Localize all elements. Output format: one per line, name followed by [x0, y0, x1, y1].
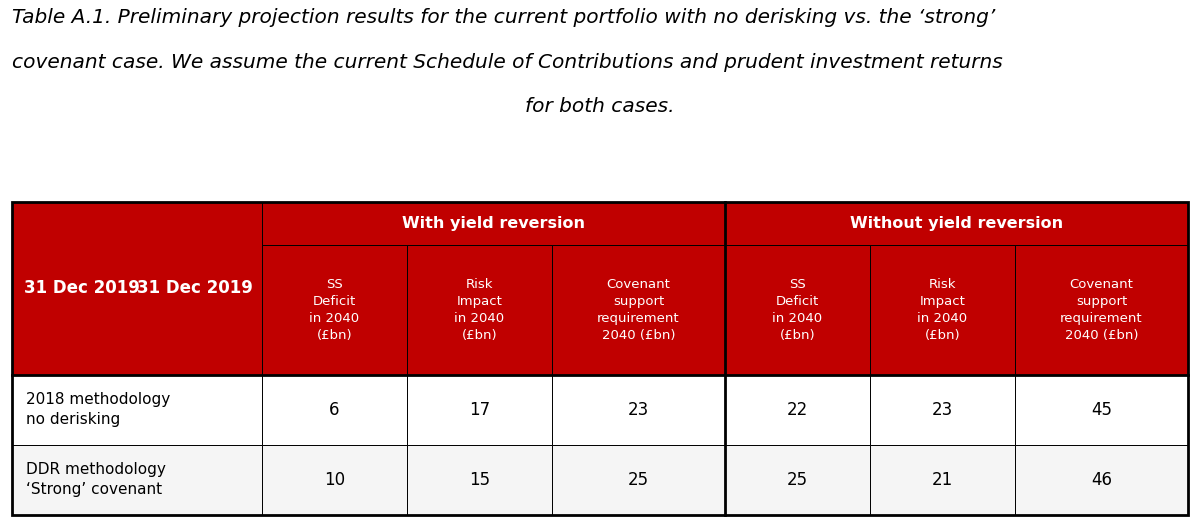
Text: 10: 10 — [324, 470, 346, 489]
Bar — [870, 375, 1015, 445]
Bar — [407, 445, 552, 514]
Bar — [725, 445, 870, 514]
Text: 31 Dec 2019: 31 Dec 2019 — [24, 279, 139, 298]
Text: 22: 22 — [787, 401, 808, 419]
Text: With yield reversion: With yield reversion — [402, 216, 586, 231]
Bar — [12, 202, 262, 375]
Text: SS
Deficit
in 2040
(£bn): SS Deficit in 2040 (£bn) — [310, 278, 360, 342]
Text: 46: 46 — [1091, 470, 1112, 489]
Text: 21: 21 — [931, 470, 953, 489]
Bar — [1015, 245, 1188, 375]
Text: 45: 45 — [1091, 401, 1112, 419]
Text: Covenant
support
requirement
2040 (£bn): Covenant support requirement 2040 (£bn) — [1060, 278, 1142, 342]
Bar — [262, 445, 407, 514]
Bar — [12, 445, 262, 514]
Bar — [725, 375, 870, 445]
Text: Table A.1. Preliminary projection results for the current portfolio with no deri: Table A.1. Preliminary projection result… — [12, 8, 995, 27]
Bar — [552, 445, 725, 514]
Text: 17: 17 — [469, 401, 490, 419]
Bar — [12, 375, 262, 445]
Text: Risk
Impact
in 2040
(£bn): Risk Impact in 2040 (£bn) — [455, 278, 504, 342]
Text: 31 Dec 2019: 31 Dec 2019 — [137, 279, 253, 298]
Text: 6: 6 — [329, 401, 340, 419]
Bar — [407, 375, 552, 445]
Text: Without yield reversion: Without yield reversion — [850, 216, 1063, 231]
Bar — [725, 202, 1188, 245]
Text: 23: 23 — [628, 401, 649, 419]
Text: DDR methodology
‘Strong’ covenant: DDR methodology ‘Strong’ covenant — [26, 462, 166, 497]
Bar — [407, 245, 552, 375]
Text: 25: 25 — [787, 470, 808, 489]
Text: 2018 methodology
no derisking: 2018 methodology no derisking — [26, 392, 170, 427]
Text: 25: 25 — [628, 470, 649, 489]
Text: Covenant
support
requirement
2040 (£bn): Covenant support requirement 2040 (£bn) — [598, 278, 679, 342]
Text: SS
Deficit
in 2040
(£bn): SS Deficit in 2040 (£bn) — [773, 278, 822, 342]
Bar — [262, 245, 407, 375]
Text: 23: 23 — [931, 401, 953, 419]
Bar — [870, 245, 1015, 375]
Bar — [552, 245, 725, 375]
Text: 15: 15 — [469, 470, 490, 489]
Bar — [725, 245, 870, 375]
Bar — [1015, 445, 1188, 514]
Bar — [1015, 375, 1188, 445]
Bar — [262, 202, 725, 245]
Text: covenant case. We assume the current Schedule of Contributions and prudent inves: covenant case. We assume the current Sch… — [12, 52, 1003, 71]
Text: Risk
Impact
in 2040
(£bn): Risk Impact in 2040 (£bn) — [917, 278, 967, 342]
Bar — [262, 375, 407, 445]
Text: for both cases.: for both cases. — [526, 97, 674, 116]
Bar — [870, 445, 1015, 514]
Bar — [552, 375, 725, 445]
